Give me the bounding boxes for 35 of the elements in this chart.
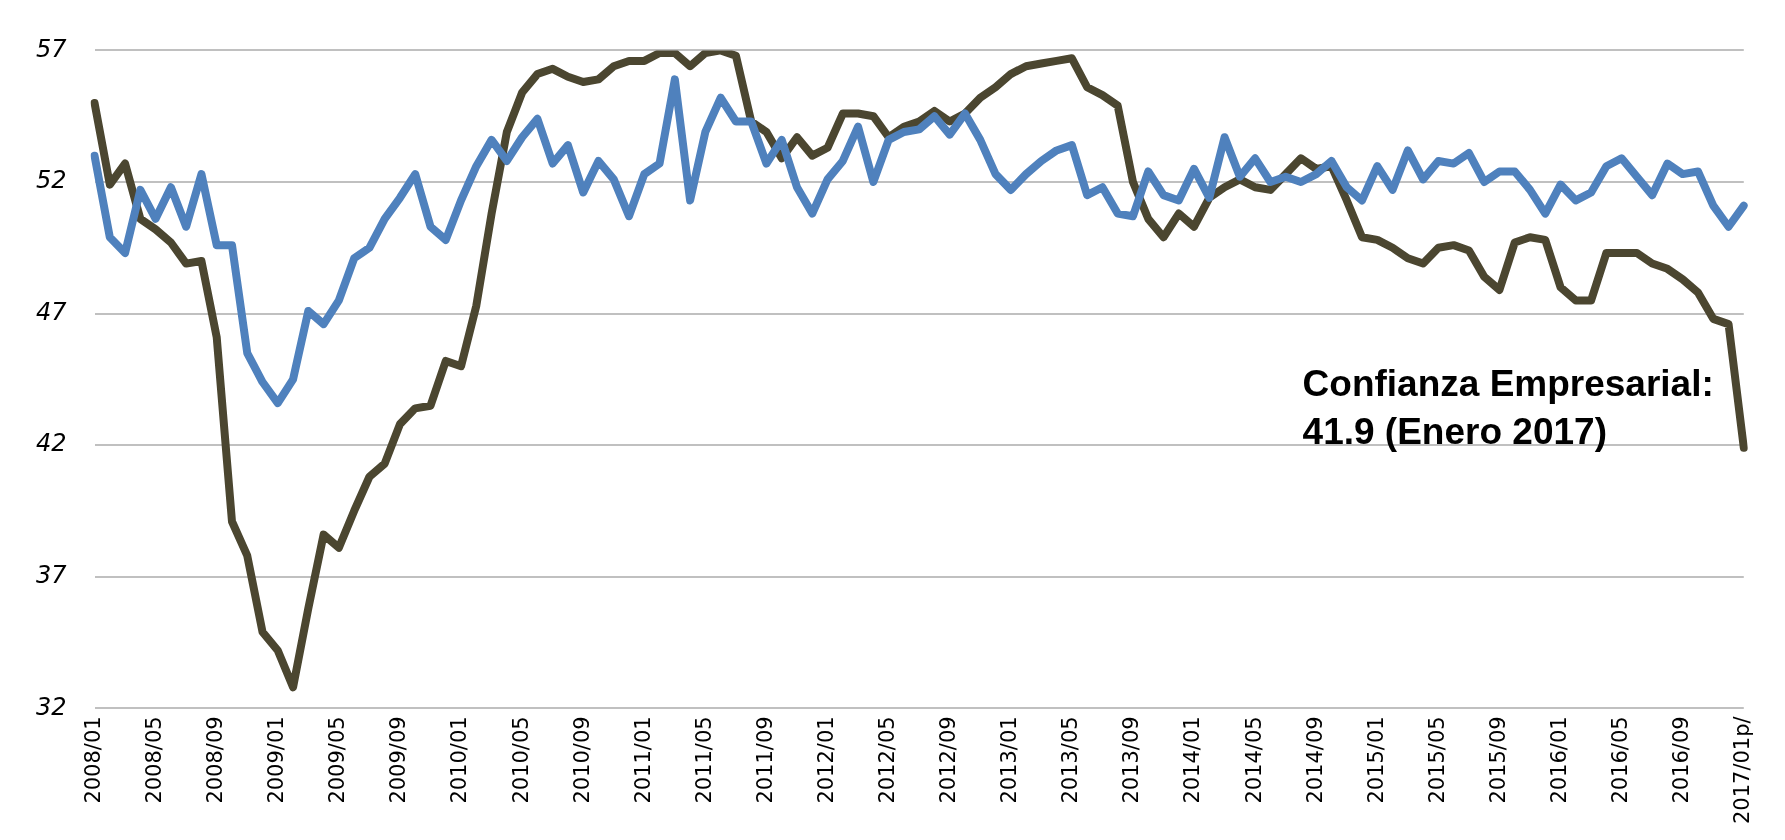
x-tick-label: 2009/01: [264, 716, 289, 804]
x-tick-label: 2015/09: [1485, 716, 1510, 804]
y-tick-label: 32: [35, 692, 67, 721]
x-tick-label: 2008/05: [142, 716, 167, 804]
x-tick-label: 2015/01: [1363, 716, 1388, 804]
y-tick-label: 37: [35, 561, 68, 589]
x-tick-label: 2011/01: [630, 716, 655, 804]
x-tick-label: 2016/05: [1608, 716, 1633, 804]
x-tick-label: 2015/05: [1424, 716, 1449, 804]
x-tick-label: 2014/05: [1241, 716, 1266, 804]
x-tick-label: 2013/05: [1058, 716, 1083, 804]
x-tick-label: 2013/01: [997, 716, 1022, 804]
x-tick-label: 2010/09: [569, 716, 594, 804]
x-tick-label: 2014/01: [1180, 716, 1205, 804]
x-tick-label: 2013/09: [1119, 716, 1144, 804]
annotation: Confianza Empresarial: 41.9 (Enero 2017): [1302, 362, 1714, 452]
x-tick-label: 2010/05: [508, 716, 533, 804]
x-tick-label: 2010/01: [447, 716, 472, 804]
x-tick-label: 2012/01: [814, 716, 838, 804]
x-tick-label: 2011/09: [752, 716, 777, 804]
y-tick-label: 52: [35, 166, 67, 195]
x-tick-label: 2012/05: [875, 716, 900, 804]
x-tick-label: 2017/01p/: [1730, 715, 1755, 825]
x-tick-label: 2016/01: [1547, 716, 1571, 804]
x-tick-label: 2009/09: [386, 716, 411, 804]
x-tick-label: 2009/05: [325, 716, 350, 804]
x-tick-label: 2011/05: [691, 716, 716, 804]
x-tick-label: 2016/09: [1669, 716, 1694, 804]
y-tick-label: 57: [35, 34, 68, 63]
y-tick-label: 47: [35, 297, 68, 326]
x-tick-label: 2008/01: [80, 716, 105, 804]
y-tick-label: 42: [35, 429, 67, 458]
x-tick-label: 2008/09: [203, 716, 228, 804]
x-tick-label: 2014/09: [1302, 716, 1327, 804]
x-tick-label: 2012/09: [936, 716, 961, 804]
